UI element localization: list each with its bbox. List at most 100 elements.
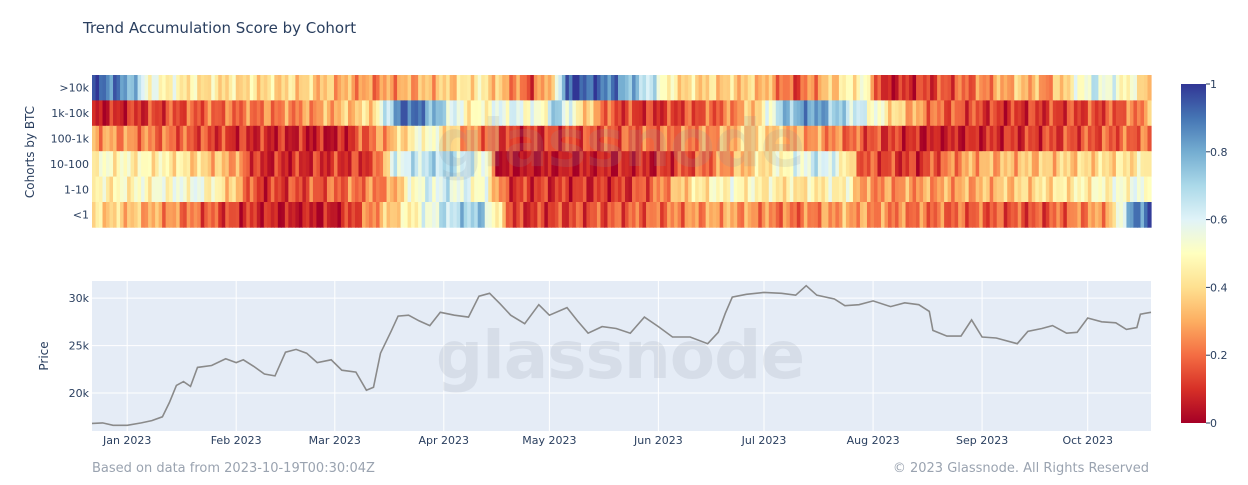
heatmap-cell (1031, 176, 1036, 203)
heatmap-cell (716, 75, 721, 101)
heatmap-cell (873, 75, 879, 101)
heatmap-cell (214, 125, 219, 152)
heatmap-cell (979, 176, 984, 203)
heatmap-cell (782, 75, 787, 101)
heatmap-cell (1140, 176, 1145, 203)
heatmap-cell (404, 151, 409, 177)
heatmap-cell (589, 100, 595, 127)
heatmap-cell (407, 125, 412, 152)
heatmap-cell (719, 100, 724, 127)
heatmap-cell (677, 75, 682, 101)
heatmap-cell (551, 176, 556, 203)
heatmap-cell (807, 176, 812, 203)
heatmap-cell (365, 151, 370, 177)
heatmap-cell (414, 202, 419, 228)
heatmap-cell (593, 176, 598, 203)
heatmap-cell (249, 176, 254, 203)
heatmap-cell (1101, 100, 1107, 127)
heatmap-cell (390, 100, 395, 127)
heatmap-cell (824, 202, 829, 228)
heatmap-cell (937, 125, 942, 152)
heatmap-cell (877, 100, 882, 127)
heatmap-cell (723, 202, 728, 228)
heatmap-cell (1119, 75, 1124, 101)
heatmap-cell (582, 151, 588, 177)
heatmap-cell (1021, 176, 1026, 203)
heatmap-cell (1084, 176, 1089, 203)
heatmap-cell (242, 151, 247, 177)
heatmap-cell (554, 176, 559, 203)
heatmap-cell (1014, 100, 1019, 127)
heatmap-cell (807, 125, 812, 152)
heatmap-cell (575, 202, 581, 228)
heatmap-cell (165, 100, 170, 127)
heatmap-cell (263, 125, 268, 152)
heatmap-cell (526, 75, 531, 101)
heatmap-cell (888, 202, 893, 228)
heatmap-cell (1010, 75, 1015, 101)
heatmap-cell (568, 75, 574, 101)
heatmap-cell (533, 176, 538, 203)
heatmap-cell (909, 202, 914, 228)
heatmap-cell (614, 176, 619, 203)
heatmap-cell (344, 100, 349, 127)
heatmap-cell (663, 202, 668, 228)
heatmap-cell (418, 125, 423, 152)
heatmap-cell (705, 202, 710, 228)
heatmap-cell (996, 100, 1001, 127)
heatmap-cell (442, 100, 447, 127)
heatmap-cell (162, 100, 167, 127)
heatmap-cell (1129, 202, 1135, 228)
heatmap-cell (463, 176, 468, 203)
heatmap-cell (456, 176, 461, 203)
heatmap-cell (421, 100, 426, 127)
heatmap-cell (589, 151, 595, 177)
heatmap-cell (905, 151, 910, 177)
heatmap-cell (688, 151, 693, 177)
heatmap-cell (256, 202, 261, 228)
heatmap-cell (670, 176, 675, 203)
heatmap-cell (379, 100, 384, 127)
heatmap-cell (446, 176, 451, 203)
heatmap-cell (1136, 100, 1142, 127)
heatmap-cell (677, 100, 682, 127)
price-gridlines (92, 281, 1151, 431)
heatmap-cell (582, 176, 588, 203)
heatmap-cell (1052, 202, 1057, 228)
heatmap-cell (933, 176, 938, 203)
heatmap-cell (1024, 100, 1029, 127)
heatmap-cell (298, 125, 303, 152)
heatmap-cell (326, 100, 332, 127)
heatmap-cell (267, 100, 272, 127)
heatmap-cell (1115, 125, 1121, 152)
heatmap-cell (155, 75, 160, 101)
heatmap-cell (488, 100, 493, 127)
heatmap-cell (768, 176, 773, 203)
heatmap-cell (162, 151, 167, 177)
heatmap-cell (989, 202, 994, 228)
heatmap-cell (358, 125, 363, 152)
heatmap-cell (498, 176, 503, 203)
heatmap-cell (940, 75, 945, 101)
heatmap-cell (1024, 176, 1029, 203)
heatmap-cell (698, 100, 703, 127)
heatmap-cell (926, 100, 931, 127)
heatmap-cell (779, 202, 784, 228)
heatmap-cell (1129, 75, 1135, 101)
heatmap-cell (1119, 100, 1124, 127)
heatmap-cell (565, 176, 570, 203)
heatmap-cell (888, 75, 893, 101)
heatmap-cell (961, 176, 966, 203)
heatmap-cell (1080, 176, 1085, 203)
heatmap-cell (831, 151, 837, 177)
heatmap-cell (649, 75, 654, 101)
heatmap-cell (723, 75, 728, 101)
heatmap-cell (123, 100, 128, 127)
heatmap-cell (113, 125, 118, 152)
heatmap-cell (463, 151, 468, 177)
heatmap-cell (165, 176, 170, 203)
heatmap-cell (670, 202, 675, 228)
heatmap-cell (488, 151, 493, 177)
heatmap-cell (933, 100, 938, 127)
